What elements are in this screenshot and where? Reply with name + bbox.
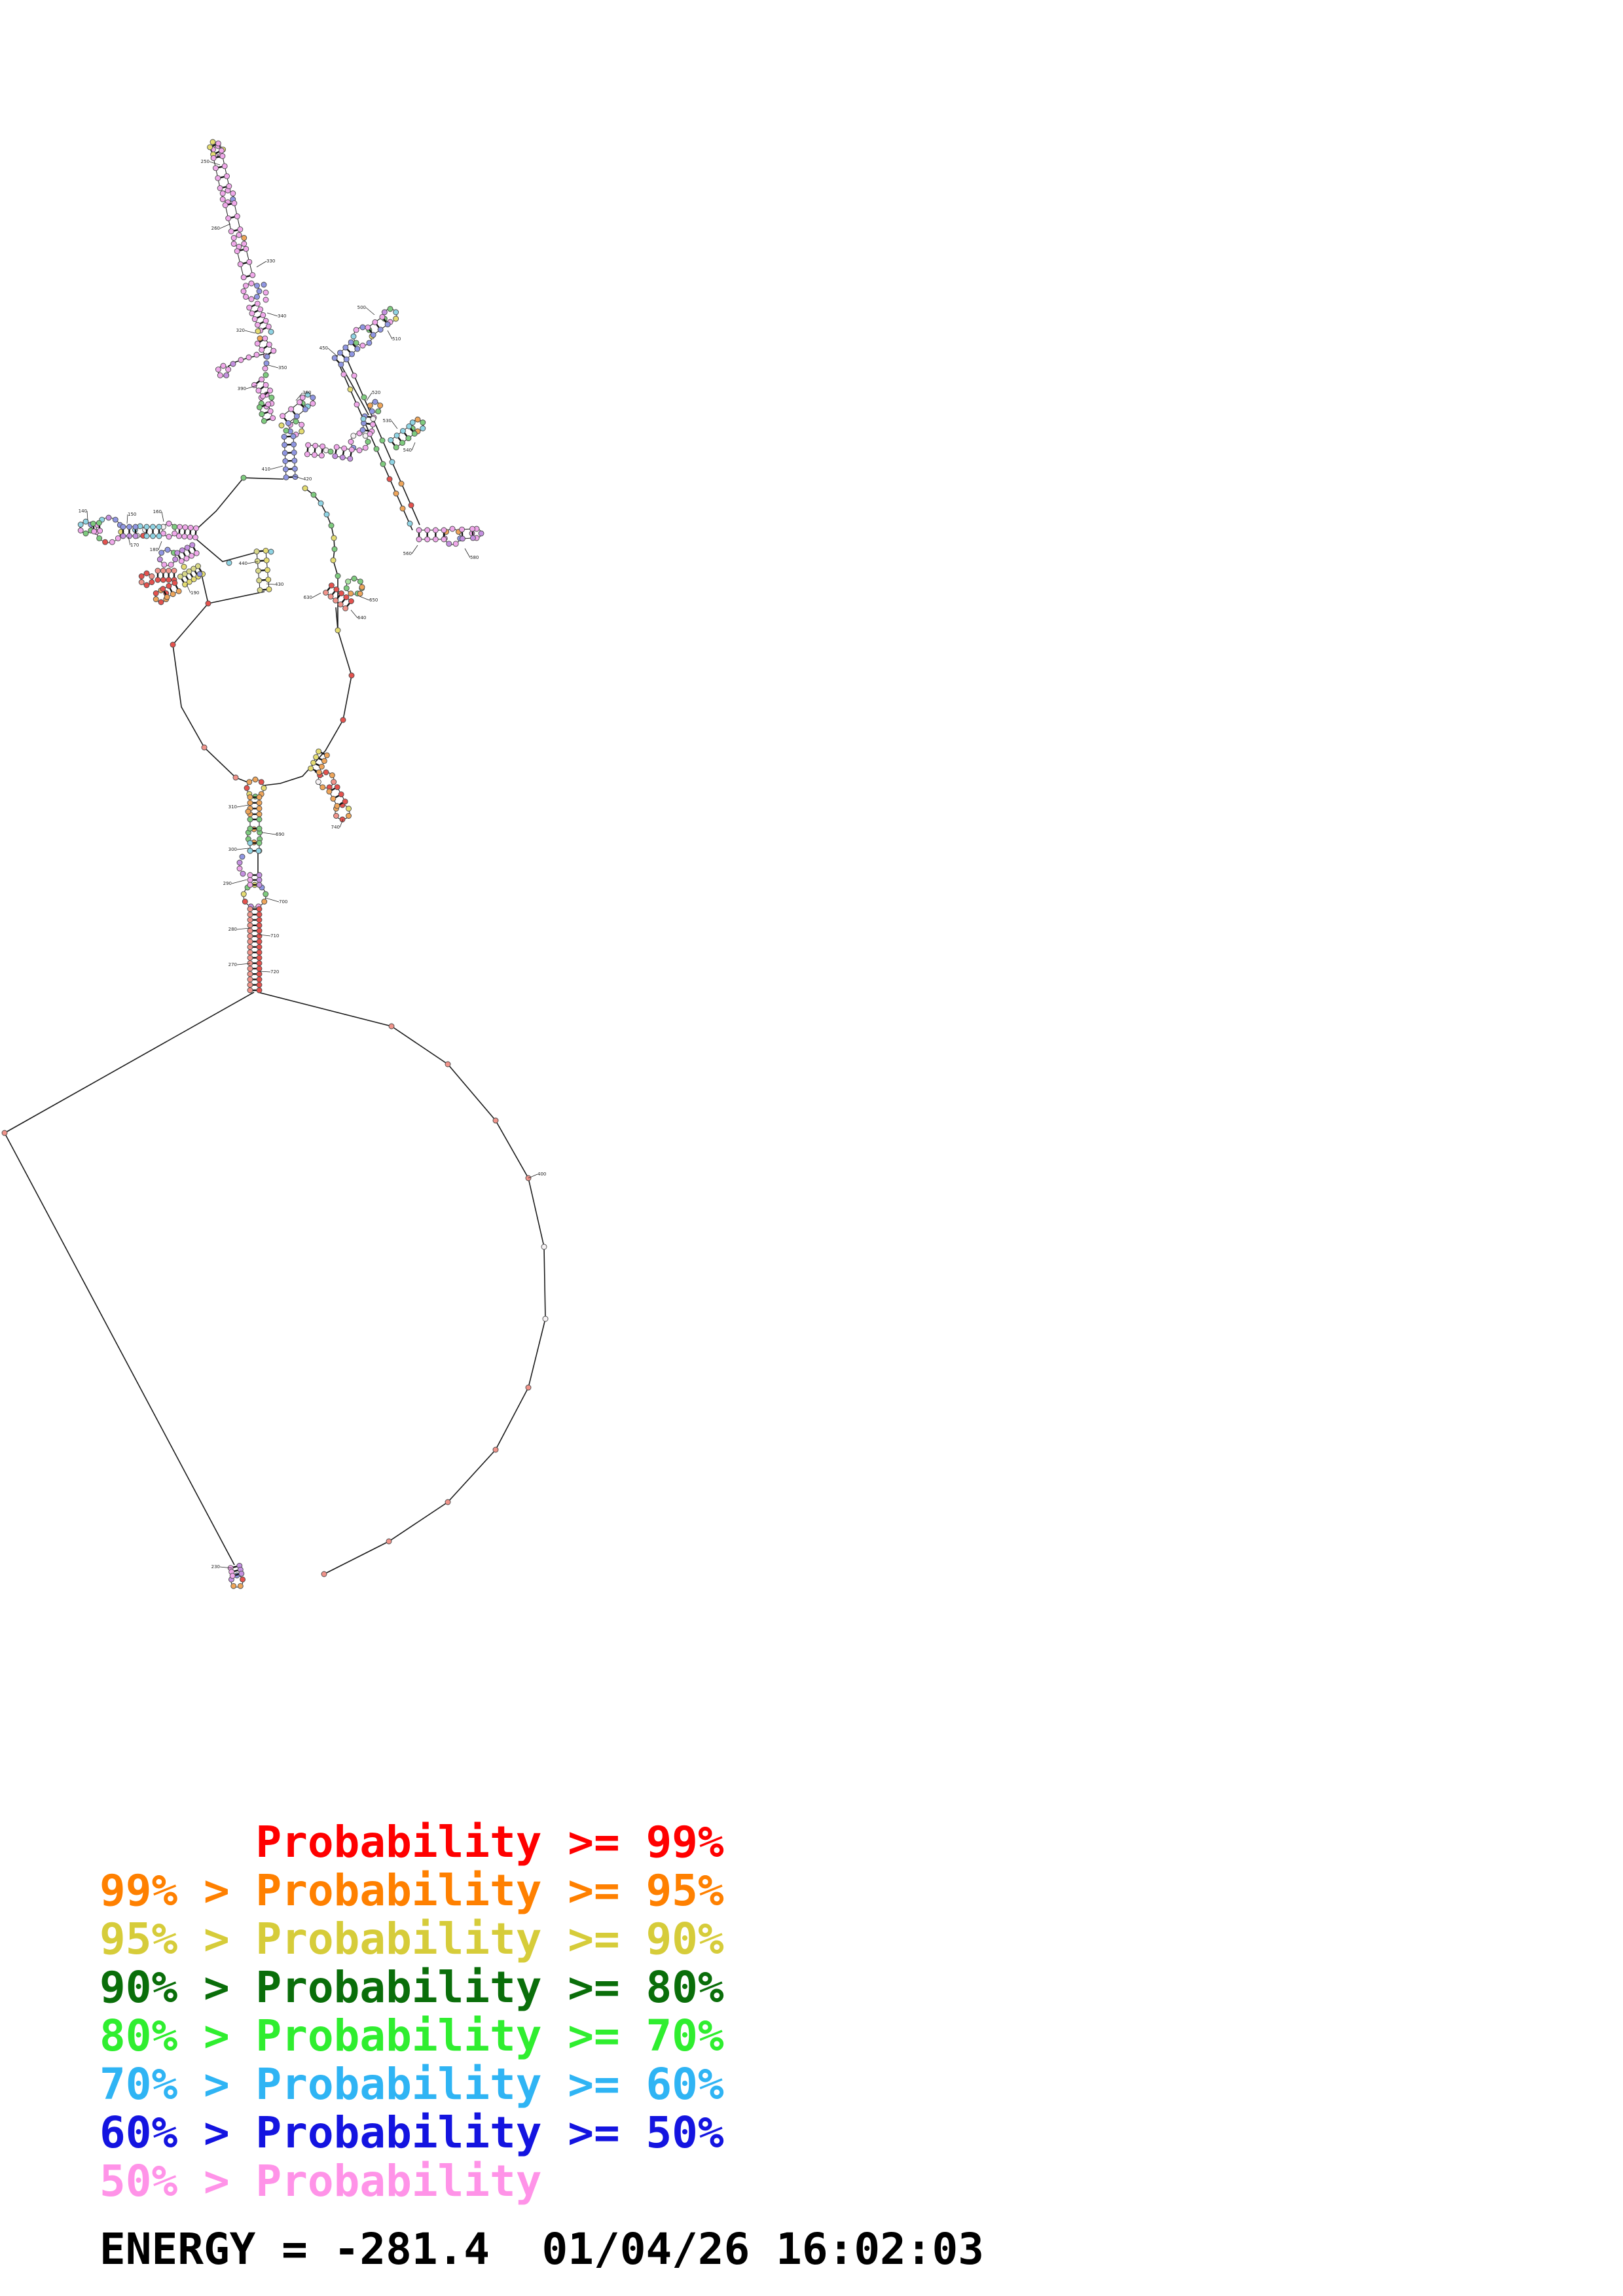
svg-text:170: 170 <box>130 543 139 548</box>
svg-text:400: 400 <box>538 1172 546 1177</box>
svg-text:520: 520 <box>372 390 380 395</box>
probability-legend: Probability >= 99% 99% > Probability >= … <box>100 1818 724 2206</box>
svg-text:430: 430 <box>275 582 283 587</box>
svg-text:500: 500 <box>357 305 366 310</box>
legend-row-prob-lt-50: 50% > Probability <box>100 2156 542 2206</box>
svg-text:560: 560 <box>403 551 412 556</box>
svg-text:360: 360 <box>302 390 311 395</box>
svg-text:690: 690 <box>276 832 284 837</box>
svg-text:270: 270 <box>228 962 237 967</box>
svg-text:140: 140 <box>79 509 87 514</box>
svg-text:440: 440 <box>239 561 247 566</box>
svg-text:740: 740 <box>331 825 340 830</box>
svg-text:160: 160 <box>153 509 162 514</box>
svg-text:630: 630 <box>304 595 312 600</box>
svg-text:530: 530 <box>383 418 392 423</box>
svg-text:320: 320 <box>236 328 245 333</box>
svg-text:410: 410 <box>262 467 270 472</box>
svg-text:650: 650 <box>369 598 378 603</box>
svg-text:510: 510 <box>392 336 401 342</box>
legend-row-prob-90-95: 95% > Probability >= 90% <box>100 1914 724 1964</box>
svg-text:180: 180 <box>150 547 158 552</box>
svg-text:290: 290 <box>223 881 232 886</box>
svg-text:580: 580 <box>470 555 479 560</box>
svg-text:720: 720 <box>270 969 279 975</box>
svg-text:340: 340 <box>278 314 286 319</box>
svg-text:330: 330 <box>266 259 275 264</box>
legend-row-prob-70-80: 80% > Probability >= 70% <box>100 2011 724 2061</box>
svg-text:250: 250 <box>201 159 210 164</box>
svg-text:260: 260 <box>211 226 220 231</box>
energy-caption: ENERGY = -281.4 01/04/26 16:02:03 <box>100 2224 985 2274</box>
svg-text:390: 390 <box>238 386 246 391</box>
legend-row-prob-80-90: 90% > Probability >= 80% <box>100 1962 724 2013</box>
legend-row-prob-95-99: 99% > Probability >= 95% <box>100 1865 724 1916</box>
svg-text:150: 150 <box>128 512 136 517</box>
svg-text:710: 710 <box>270 933 279 939</box>
svg-text:350: 350 <box>278 365 287 370</box>
svg-text:450: 450 <box>319 346 328 351</box>
svg-text:700: 700 <box>279 899 287 905</box>
svg-text:640: 640 <box>357 615 366 620</box>
svg-text:230: 230 <box>211 1564 220 1570</box>
legend-row-prob-60-70: 70% > Probability >= 60% <box>100 2059 724 2109</box>
svg-text:420: 420 <box>303 476 312 482</box>
svg-text:190: 190 <box>191 590 199 596</box>
svg-text:540: 540 <box>403 448 412 453</box>
legend-row-prob-50-60: 60% > Probability >= 50% <box>100 2108 724 2158</box>
svg-text:310: 310 <box>228 804 237 810</box>
legend-row-prob-99: Probability >= 99% <box>100 1817 724 1867</box>
svg-text:280: 280 <box>228 927 237 932</box>
svg-text:300: 300 <box>228 847 237 852</box>
